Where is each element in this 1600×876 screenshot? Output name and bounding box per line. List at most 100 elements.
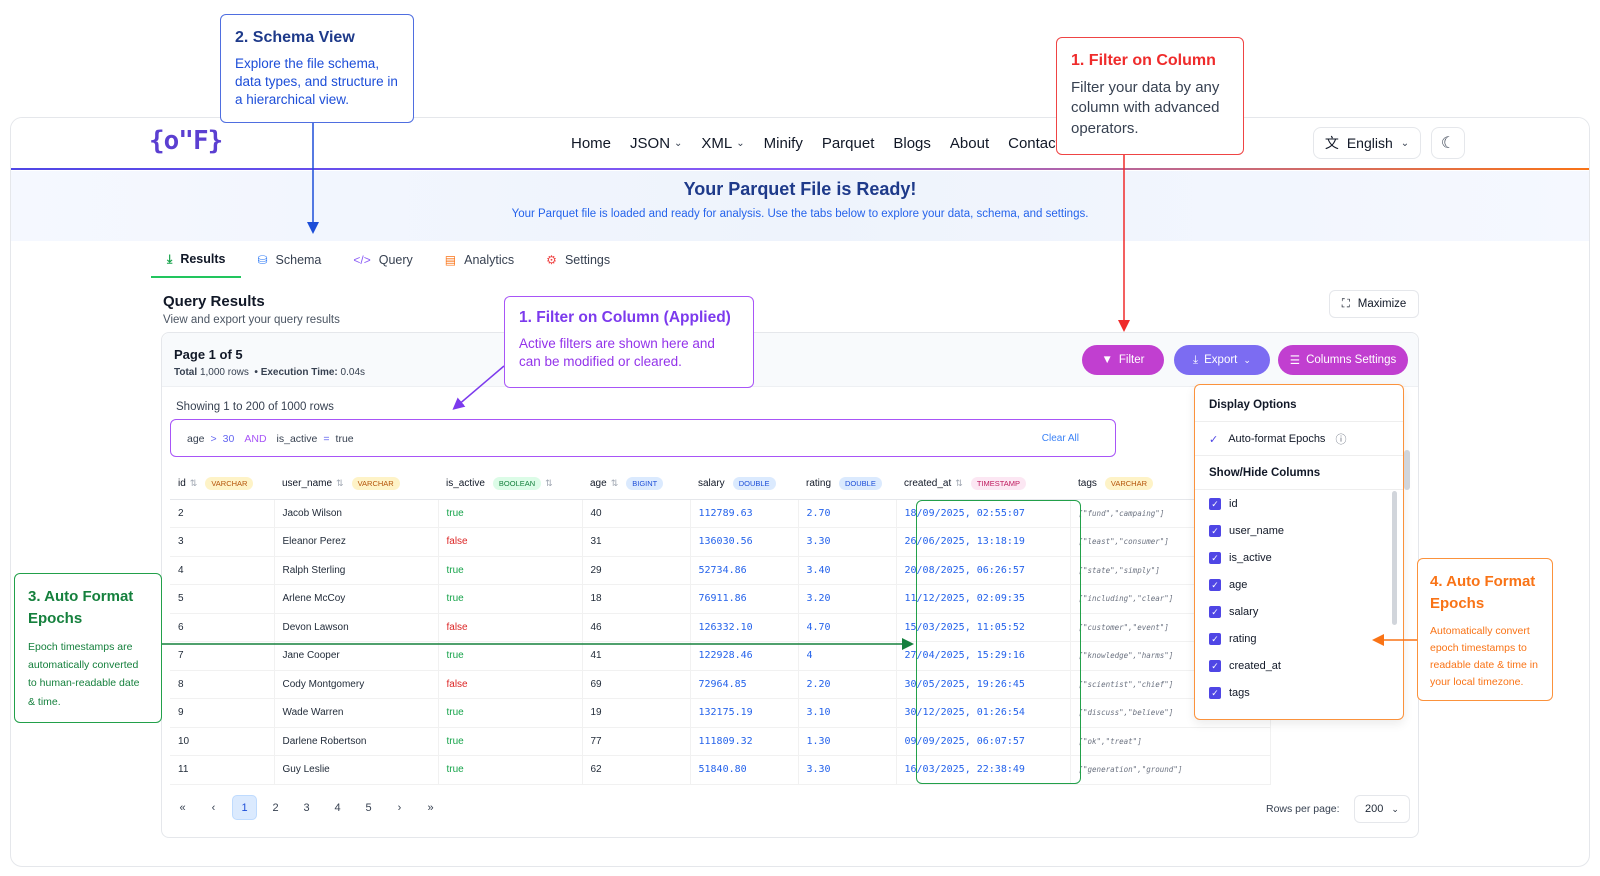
filter-expression[interactable]: age >30 AND is_active = true [187,433,354,445]
sort-icon[interactable]: ⇅ [189,478,198,489]
tab-settings[interactable]: ⚙ Settings [546,253,611,267]
column-toggle-id[interactable]: ✓ id [1209,498,1238,510]
tab-analytics[interactable]: ▤ Analytics [444,253,515,267]
column-header-user-name[interactable]: user_name ⇅ VARCHAR [274,469,438,500]
checkbox-checked-icon[interactable]: ✓ [1209,525,1221,537]
table-cell-age: 77 [582,727,691,756]
table-cell-rating: 3.40 [798,556,897,585]
nav-xml[interactable]: XML ⌄ [701,135,745,152]
column-header-created-at[interactable]: created_at ⇅ TIMESTAMP [896,469,1070,500]
table-cell-created-at: 20/08/2025, 06:26:57 [896,556,1071,585]
column-toggle-age[interactable]: ✓ age [1209,579,1247,591]
show-hide-heading: Show/Hide Columns [1209,467,1321,479]
column-header-salary[interactable]: salary DOUBLE [690,469,798,500]
annotation-title: 3. Auto Format Epochs [28,588,134,627]
sort-icon[interactable]: ⇅ [610,478,619,489]
column-toggle-created-at[interactable]: ✓ created_at [1209,660,1281,672]
prev-page-button[interactable]: ‹ [211,801,216,814]
sort-icon[interactable]: ⇅ [545,478,553,489]
sort-icon[interactable]: ⇅ [955,478,963,489]
column-header-id[interactable]: id ⇅ VARCHAR [170,469,274,500]
nav-json[interactable]: JSON ⌄ [630,135,683,152]
nav-about[interactable]: About [949,135,990,152]
checkbox-checked-icon[interactable]: ✓ [1209,606,1221,618]
table-cell-salary: 136030.56 [690,527,799,557]
dropdown-scrollbar[interactable] [1392,491,1397,625]
logo[interactable]: {o"F} [149,126,223,156]
language-select[interactable]: 文 English ⌄ [1313,127,1421,159]
checkbox-checked-icon[interactable]: ✓ [1209,687,1221,699]
table-row[interactable]: 2 Jacob Wilson true 40 112789.63 2.70 18/09/20… [170,499,1271,528]
table-cell-user-name: Darlene Robertson [274,727,439,756]
nav-contact[interactable]: Contact [1008,135,1060,152]
table-row[interactable]: 4 Ralph Sterling true 29 52734.86 3.40 20/08/2… [170,556,1271,585]
page-button[interactable]: 1 [232,795,257,820]
tab-results[interactable]: ⤓ Results [151,242,242,278]
scrollbar[interactable] [1404,450,1410,490]
nav-parquet[interactable]: Parquet [821,135,875,152]
tab-schema[interactable]: ⛁ Schema [257,253,322,267]
table-cell-id: 4 [170,556,275,585]
table-cell-tags: ["ok","treat"] [1070,727,1271,756]
checkbox-checked-icon[interactable]: ✓ [1209,633,1221,645]
column-header-age[interactable]: age ⇅ BIGINT [582,469,690,500]
column-toggle-rating[interactable]: ✓ rating [1209,633,1257,645]
columns-settings-dropdown: Display Options ✓ Auto-format Epochs ⓘ Sho… [1194,384,1404,720]
table-cell-is-active: true [438,698,583,728]
table-row[interactable]: 8 Cody Montgomery false 69 72964.85 2.20 30/05… [170,670,1271,699]
table-row[interactable]: 10 Darlene Robertson true 77 111809.32 1.30 09… [170,727,1271,756]
nav-home[interactable]: Home [571,135,612,152]
column-toggle-user-name[interactable]: ✓ user_name [1209,525,1284,537]
pagination: « ‹ 1 2 3 4 5 › » [170,795,443,820]
page-button[interactable]: 5 [365,801,372,814]
nav-blogs[interactable]: Blogs [893,135,931,152]
table-cell-user-name: Ralph Sterling [274,556,439,585]
tab-query[interactable]: </> Query [353,253,413,267]
chevron-down-icon: ⌄ [1391,803,1399,814]
theme-toggle[interactable]: ☾ [1431,127,1465,159]
table-row[interactable]: 11 Guy Leslie true 62 51840.80 3.30 16/03/2025… [170,755,1271,785]
page-button[interactable]: 2 [272,801,279,814]
column-toggle-is-active[interactable]: ✓ is_active [1209,552,1272,564]
table-cell-tags: ["generation","ground"] [1070,755,1271,785]
table-row[interactable]: 6 Devon Lawson false 46 126332.10 4.70 15/03/2… [170,613,1271,642]
columns-settings-button[interactable]: ☰ Columns Settings [1278,345,1408,375]
first-page-button[interactable]: « [179,801,186,814]
table-row[interactable]: 9 Wade Warren true 19 132175.19 3.10 30/12/202… [170,698,1271,728]
table-cell-id: 6 [170,613,275,642]
table-cell-user-name: Wade Warren [274,698,439,728]
annotation-text: Epoch timestamps are automatically conve… [28,640,140,708]
column-header-is-active[interactable]: is_active BOOLEAN ⇅ [438,469,582,500]
nav-minify[interactable]: Minify [763,135,803,152]
column-header-rating[interactable]: rating DOUBLE [798,469,896,500]
column-toggle-tags[interactable]: ✓ tags [1209,687,1250,699]
checkbox-checked-icon[interactable]: ✓ [1209,498,1221,510]
checkbox-checked-icon[interactable]: ✓ [1209,579,1221,591]
table-row[interactable]: 3 Eleanor Perez false 31 136030.56 3.30 26/06/… [170,527,1271,557]
annotation-text: Explore the file schema, data types, and… [235,56,398,108]
page-button[interactable]: 3 [303,801,310,814]
next-page-button[interactable]: › [397,801,402,814]
checkbox-checked-icon[interactable]: ✓ [1209,552,1221,564]
table-cell-id: 2 [170,499,275,528]
active-filter-bar[interactable]: age >30 AND is_active = true Clear All [170,419,1116,457]
table-row[interactable]: 7 Jane Cooper true 41 122928.46 4 27/04/2025, … [170,641,1271,671]
page-button[interactable]: 4 [334,801,341,814]
table-row[interactable]: 5 Arlene McCoy true 18 76911.86 3.20 11/12/202… [170,584,1271,614]
filter-button[interactable]: ▼ Filter [1082,345,1164,375]
auto-format-epochs-toggle[interactable]: ✓ Auto-format Epochs ⓘ [1209,433,1347,446]
rows-per-page-select[interactable]: 200 ⌄ [1354,795,1410,823]
maximize-button[interactable]: ⛶ Maximize [1329,290,1419,318]
table-cell-user-name: Devon Lawson [274,613,439,642]
checkbox-checked-icon[interactable]: ✓ [1209,660,1221,672]
download-icon: ⤓ [1193,353,1199,366]
column-toggle-salary[interactable]: ✓ salary [1209,606,1258,618]
table-cell-created-at: 30/05/2025, 19:26:45 [896,670,1071,699]
clear-all-link[interactable]: Clear All [1041,433,1079,444]
type-badge: DOUBLE [732,477,776,491]
last-page-button[interactable]: » [427,801,434,814]
info-icon[interactable]: ⓘ [1335,434,1347,446]
sort-icon[interactable]: ⇅ [336,478,344,489]
divider [1195,489,1403,490]
export-button[interactable]: ⤓ Export ⌄ [1174,345,1270,375]
